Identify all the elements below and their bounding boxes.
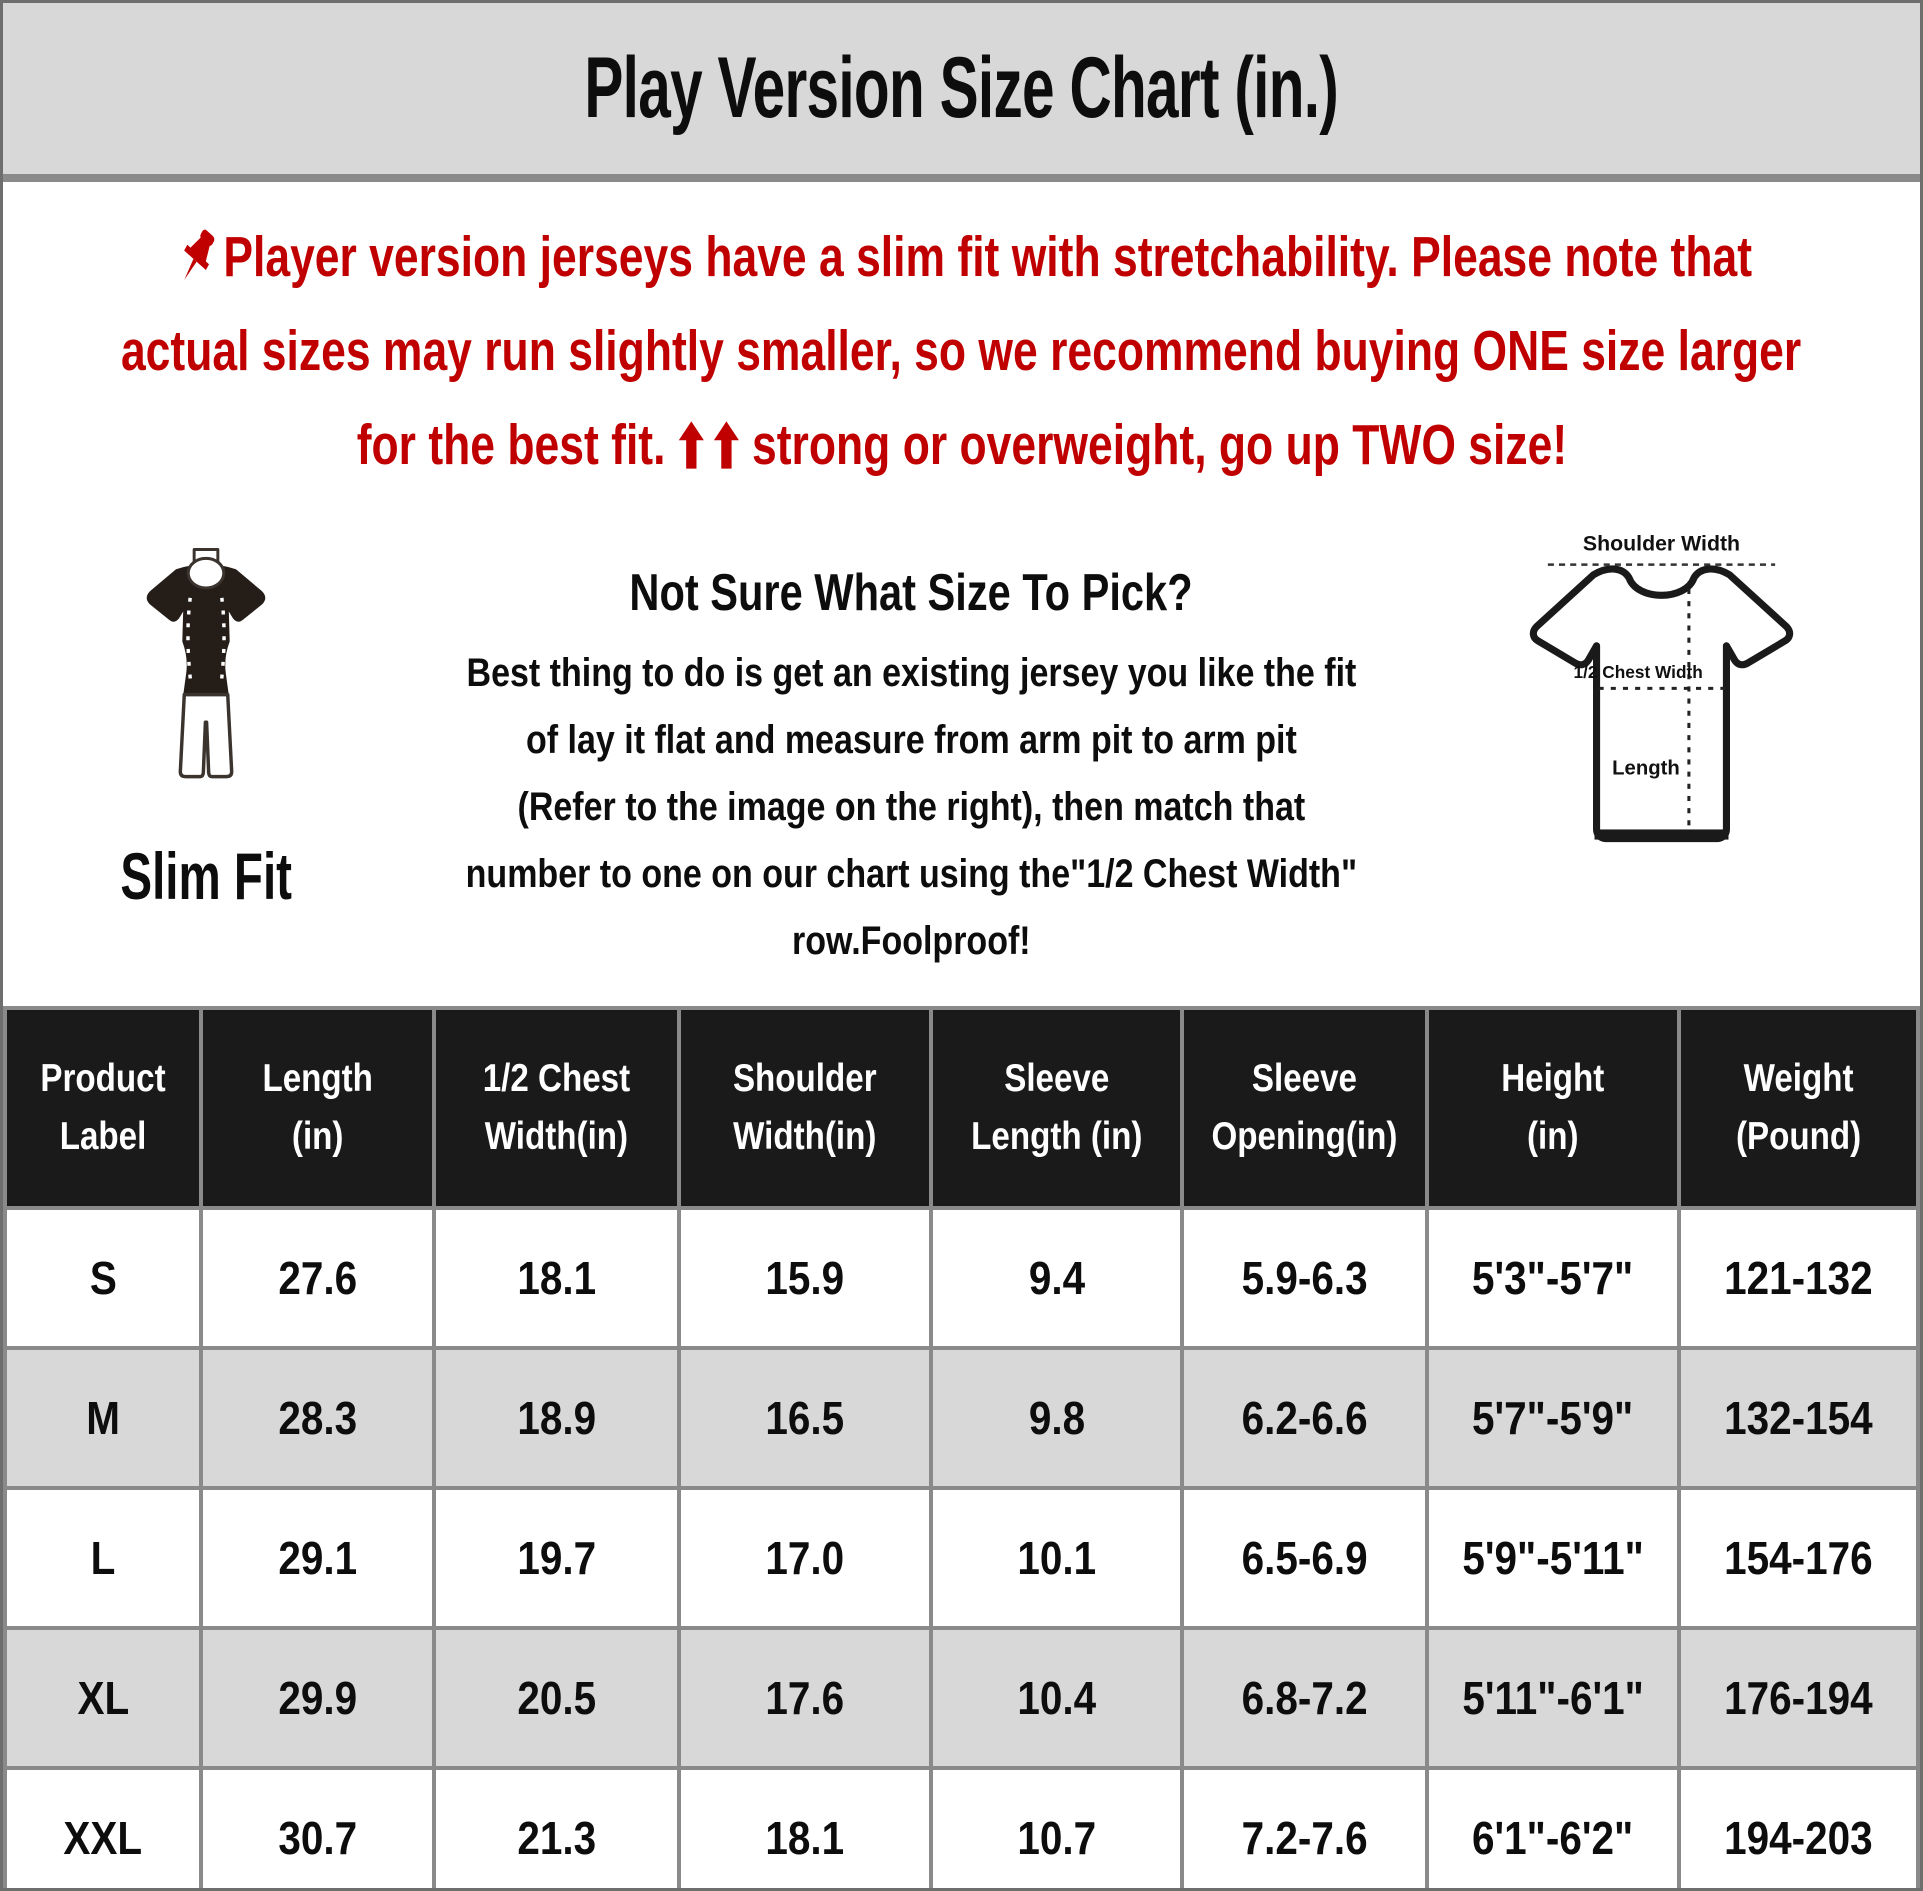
table-row-l: L 29.1 19.7 17.0 10.1 6.5-6.9 5'9"-5'11"… bbox=[3, 1486, 1920, 1630]
page-title: Play Version Size Chart (in.) bbox=[584, 40, 1339, 136]
size-cell: 121-132 bbox=[1676, 1206, 1920, 1350]
size-cell: 29.1 bbox=[199, 1486, 437, 1630]
fit-note: Player version jerseys have a slim fit w… bbox=[3, 182, 1920, 492]
size-cell: 176-194 bbox=[1676, 1626, 1920, 1770]
note-line-1: Player version jerseys have a slim fit w… bbox=[3, 210, 1920, 304]
size-cell: 5'11"-6'1" bbox=[1425, 1626, 1681, 1770]
shoulder-width-label: Shoulder Width bbox=[1582, 531, 1739, 555]
size-cell: 7.2-7.6 bbox=[1180, 1766, 1430, 1888]
size-cell: 21.3 bbox=[432, 1766, 682, 1888]
header-height: Height (in) bbox=[1425, 1006, 1681, 1210]
size-guide: Not Sure What Size To Pick? Best thing t… bbox=[373, 500, 1450, 975]
slim-fit-mannequin-icon bbox=[146, 547, 266, 779]
header-shoulder-width: Shoulder Width(in) bbox=[677, 1006, 933, 1210]
header-weight: Weight (Pound) bbox=[1676, 1006, 1920, 1210]
note-line1-text: Player version jerseys have a slim fit w… bbox=[222, 225, 1752, 289]
table-header-row: Product Label Length (in) 1/2 Chest Width(i… bbox=[3, 1006, 1920, 1210]
up-arrow-icon bbox=[713, 421, 739, 469]
pushpin-icon bbox=[183, 229, 214, 280]
header-sleeve-length: Sleeve Length (in) bbox=[928, 1006, 1185, 1210]
size-cell: 5'3"-5'7" bbox=[1425, 1206, 1681, 1350]
size-cell: 28.3 bbox=[199, 1346, 437, 1490]
size-label-cell: M bbox=[3, 1346, 204, 1490]
header-length: Length (in) bbox=[199, 1006, 437, 1210]
size-cell: 6.2-6.6 bbox=[1180, 1346, 1430, 1490]
size-cell: 27.6 bbox=[199, 1206, 437, 1350]
size-cell: 194-203 bbox=[1676, 1766, 1920, 1888]
note-line-2: actual sizes may run slightly smaller, s… bbox=[3, 304, 1920, 398]
size-cell: 9.8 bbox=[928, 1346, 1185, 1490]
size-cell: 16.5 bbox=[677, 1346, 933, 1490]
note-line3-after-text: strong or overweight, go up TWO size! bbox=[751, 413, 1567, 477]
half-chest-width-label: 1/2 Chest Width bbox=[1573, 662, 1702, 682]
size-guide-line: (Refer to the image on the right), then … bbox=[517, 785, 1306, 829]
note-line-3: for the best fit. strong or overweight, … bbox=[3, 398, 1920, 492]
size-cell: 132-154 bbox=[1676, 1346, 1920, 1490]
size-cell: 6'1"-6'2" bbox=[1425, 1766, 1681, 1888]
size-cell: 18.1 bbox=[432, 1206, 682, 1350]
length-label: Length bbox=[1612, 758, 1680, 780]
size-guide-line: row.Foolproof! bbox=[792, 919, 1031, 963]
size-cell: 10.7 bbox=[928, 1766, 1185, 1888]
size-cell: 17.6 bbox=[677, 1626, 933, 1770]
size-label-cell: XL bbox=[3, 1626, 204, 1770]
info-section: Slim Fit Not Sure What Size To Pick? Bes… bbox=[3, 500, 1920, 1000]
size-guide-line: number to one on our chart using the"1/2… bbox=[465, 852, 1358, 896]
table-row-m: M 28.3 18.9 16.5 9.8 6.2-6.6 5'7"-5'9" 1… bbox=[3, 1346, 1920, 1490]
size-cell: 19.7 bbox=[432, 1486, 682, 1630]
up-arrow-icon bbox=[678, 421, 704, 469]
size-cell: 5.9-6.3 bbox=[1180, 1206, 1430, 1350]
size-label-cell: XXL bbox=[3, 1766, 204, 1888]
size-cell: 6.8-7.2 bbox=[1180, 1626, 1430, 1770]
size-guide-line: Best thing to do is get an existing jers… bbox=[466, 651, 1357, 695]
size-cell: 9.4 bbox=[928, 1206, 1185, 1350]
note-line3-before-text: for the best fit. bbox=[356, 413, 666, 477]
size-guide-line: of lay it flat and measure from arm pit … bbox=[526, 718, 1297, 762]
size-cell: 10.1 bbox=[928, 1486, 1185, 1630]
size-label-cell: S bbox=[3, 1206, 204, 1350]
table-row-xl: XL 29.9 20.5 17.6 10.4 6.8-7.2 5'11"-6'1… bbox=[3, 1626, 1920, 1770]
size-cell: 6.5-6.9 bbox=[1180, 1486, 1430, 1630]
measure-diagram: Shoulder Width 1/2 Chest Width Length bbox=[1450, 500, 1920, 863]
size-cell: 15.9 bbox=[677, 1206, 933, 1350]
slim-fit-label: Slim Fit bbox=[120, 839, 292, 913]
size-cell: 18.1 bbox=[677, 1766, 933, 1888]
size-cell: 5'7"-5'9" bbox=[1425, 1346, 1681, 1490]
header-half-chest-width: 1/2 Chest Width(in) bbox=[432, 1006, 682, 1210]
size-table: Product Label Length (in) 1/2 Chest Width(i… bbox=[3, 1006, 1920, 1888]
slim-fit-illustration: Slim Fit bbox=[3, 500, 373, 914]
size-label-cell: L bbox=[3, 1486, 204, 1630]
table-row-s: S 27.6 18.1 15.9 9.4 5.9-6.3 5'3"-5'7" 1… bbox=[3, 1206, 1920, 1350]
size-cell: 154-176 bbox=[1676, 1486, 1920, 1630]
tshirt-measure-icon: Shoulder Width 1/2 Chest Width Length bbox=[1529, 531, 1793, 843]
header-product-label: Product Label bbox=[3, 1006, 204, 1210]
title-bar: Play Version Size Chart (in.) bbox=[3, 3, 1920, 182]
size-cell: 30.7 bbox=[199, 1766, 437, 1888]
table-row-xxl: XXL 30.7 21.3 18.1 10.7 7.2-7.6 6'1"-6'2… bbox=[3, 1766, 1920, 1888]
header-sleeve-opening: Sleeve Opening(in) bbox=[1180, 1006, 1430, 1210]
note-line2-text: actual sizes may run slightly smaller, s… bbox=[121, 319, 1802, 383]
size-cell: 18.9 bbox=[432, 1346, 682, 1490]
size-cell: 5'9"-5'11" bbox=[1425, 1486, 1681, 1630]
size-guide-paragraph: Best thing to do is get an existing jers… bbox=[373, 640, 1450, 975]
size-cell: 20.5 bbox=[432, 1626, 682, 1770]
size-cell: 17.0 bbox=[677, 1486, 933, 1630]
size-cell: 29.9 bbox=[199, 1626, 437, 1770]
size-guide-heading: Not Sure What Size To Pick? bbox=[629, 564, 1194, 622]
size-cell: 10.4 bbox=[928, 1626, 1185, 1770]
